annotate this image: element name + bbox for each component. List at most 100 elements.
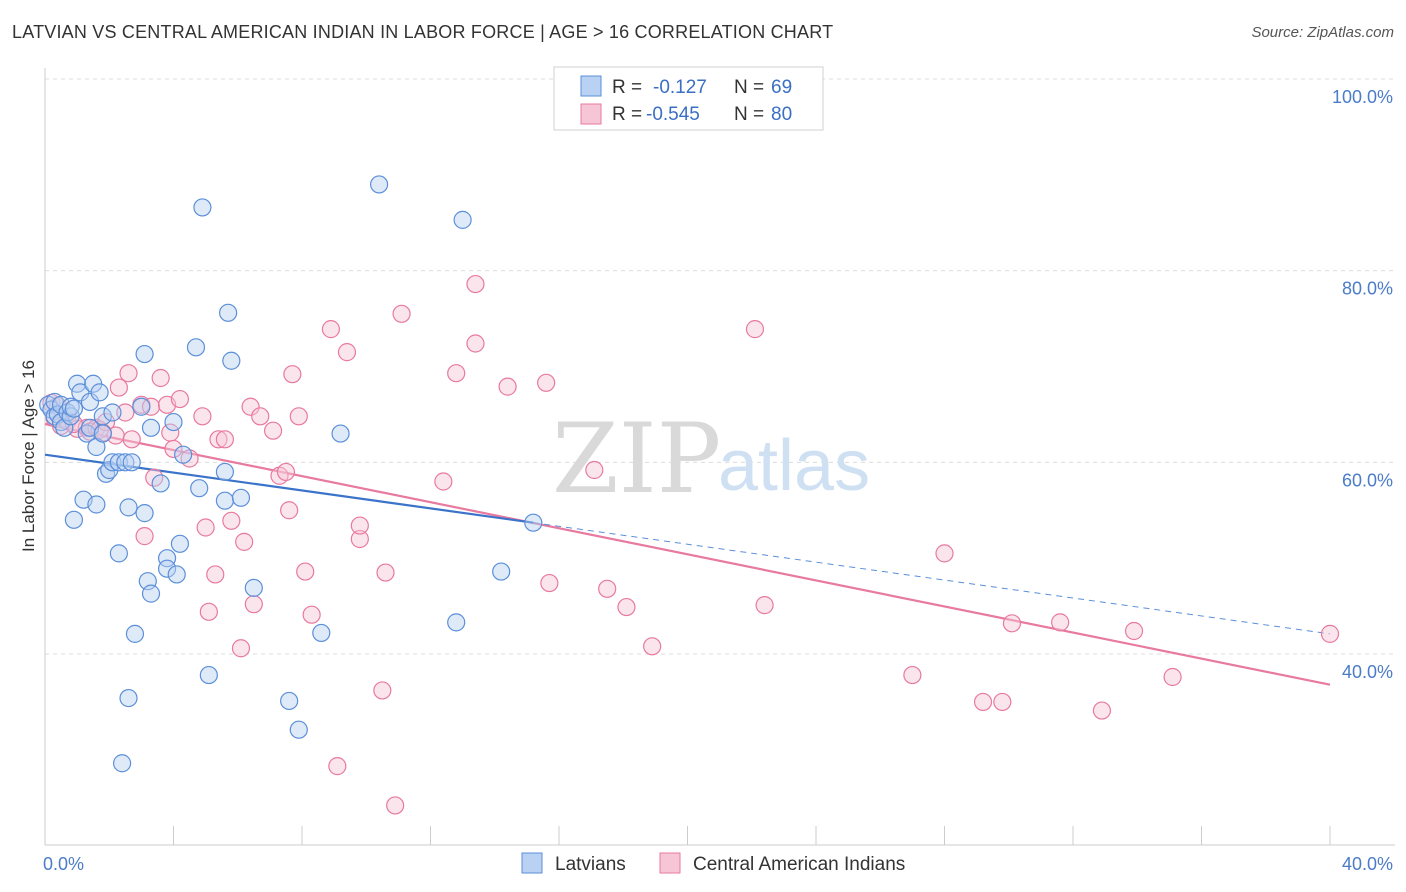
point-latvians: [119, 688, 138, 708]
point-latvians: [453, 210, 472, 229]
point-latvians: [122, 453, 141, 472]
axes: [44, 68, 1395, 846]
point-latvians: [289, 720, 308, 739]
point-central-american-indians: [222, 511, 241, 530]
point-latvians: [331, 424, 350, 443]
point-central-american-indians: [151, 368, 170, 388]
point-central-american-indians: [122, 430, 141, 449]
point-latvians: [87, 495, 106, 514]
legend-swatch-latvians: [580, 75, 602, 97]
point-latvians: [112, 754, 132, 773]
y-tick-label: 80.0%: [1342, 279, 1393, 299]
point-central-american-indians: [280, 501, 299, 520]
trend-line-latvians-extension: [533, 522, 1331, 635]
data-points: [39, 175, 1340, 815]
point-latvians: [167, 565, 186, 584]
legend-r-value: -0.127: [653, 77, 707, 98]
point-latvians: [141, 584, 161, 603]
series-label-latvians: Latvians: [555, 854, 626, 875]
watermark-zip: ZIP: [552, 403, 721, 515]
point-central-american-indians: [993, 692, 1012, 712]
series-legend: Latvians Central American Indians: [521, 852, 905, 875]
point-central-american-indians: [376, 563, 395, 582]
point-latvians: [199, 665, 218, 685]
point-central-american-indians: [337, 343, 357, 362]
point-central-american-indians: [373, 681, 392, 700]
point-central-american-indians: [109, 378, 128, 397]
point-latvians: [193, 198, 212, 217]
x-tick-label: 0.0%: [43, 854, 84, 874]
legend-n-label: N =: [734, 77, 764, 98]
point-central-american-indians: [434, 472, 453, 491]
point-latvians: [151, 474, 170, 493]
point-latvians: [119, 498, 138, 517]
point-latvians: [61, 397, 80, 416]
point-central-american-indians: [321, 320, 341, 339]
point-latvians: [103, 453, 122, 472]
series-label-central-american-indians: Central American Indians: [693, 854, 905, 875]
point-latvians: [164, 412, 183, 432]
point-latvians: [244, 578, 263, 597]
y-axis-label: In Labor Force | Age > 16: [19, 360, 38, 552]
series-swatch-latvians: [521, 852, 543, 874]
point-central-american-indians: [215, 430, 234, 449]
legend-n-value: 69: [771, 77, 792, 98]
point-central-american-indians: [745, 320, 765, 339]
legend-n-value: 80: [771, 104, 792, 125]
point-central-american-indians: [1320, 624, 1340, 643]
watermark: ZIP atlas: [552, 403, 870, 515]
point-central-american-indians: [289, 407, 308, 426]
point-latvians: [132, 397, 151, 416]
y-tick-label: 100.0%: [1332, 87, 1393, 107]
point-latvians: [135, 504, 154, 523]
point-latvians: [186, 338, 206, 357]
point-latvians: [222, 351, 241, 370]
point-latvians: [77, 424, 96, 443]
point-latvians: [174, 445, 193, 464]
point-latvians: [157, 549, 177, 568]
point-central-american-indians: [903, 665, 922, 685]
x-tick-label: 40.0%: [1342, 854, 1393, 874]
point-central-american-indians: [276, 462, 296, 482]
source-label: Source: ZipAtlas.com: [1251, 24, 1394, 41]
point-central-american-indians: [193, 407, 212, 426]
point-central-american-indians: [1124, 621, 1144, 641]
y-tick-label: 60.0%: [1342, 470, 1393, 490]
tick-labels: 100.0% 80.0% 60.0% 40.0% 0.0% 40.0%: [43, 87, 1393, 874]
point-central-american-indians: [386, 796, 405, 815]
point-central-american-indians: [199, 602, 218, 621]
point-central-american-indians: [328, 757, 347, 776]
point-latvians: [71, 383, 90, 402]
chart-title: LATVIAN VS CENTRAL AMERICAN INDIAN IN LA…: [12, 22, 834, 42]
point-central-american-indians: [241, 397, 260, 416]
point-latvians: [109, 453, 128, 472]
point-central-american-indians: [302, 605, 321, 624]
point-latvians: [170, 534, 190, 553]
point-central-american-indians: [283, 365, 302, 384]
point-latvians: [312, 623, 331, 643]
point-central-american-indians: [1051, 613, 1070, 632]
point-central-american-indians: [206, 565, 225, 584]
point-central-american-indians: [244, 595, 263, 614]
point-central-american-indians: [466, 274, 485, 294]
legend-r-value: -0.545: [646, 104, 700, 125]
point-central-american-indians: [643, 637, 662, 656]
point-central-american-indians: [973, 692, 993, 712]
stats-legend: R = -0.127 N = 69 R = -0.545 N = 80: [553, 66, 824, 131]
point-latvians: [103, 403, 122, 422]
point-central-american-indians: [263, 421, 283, 440]
point-central-american-indians: [1002, 614, 1022, 633]
point-central-american-indians: [350, 516, 369, 535]
y-tick-label: 40.0%: [1342, 662, 1393, 682]
legend-n-label: N =: [734, 104, 764, 125]
point-central-american-indians: [170, 389, 190, 409]
point-central-american-indians: [585, 460, 604, 480]
point-latvians: [90, 383, 109, 402]
series-swatch-central-american-indians: [659, 852, 681, 874]
point-central-american-indians: [116, 403, 135, 422]
point-latvians: [93, 424, 112, 443]
point-latvians: [141, 418, 161, 437]
point-central-american-indians: [617, 597, 636, 617]
point-central-american-indians: [96, 412, 116, 432]
point-latvians: [190, 479, 209, 498]
